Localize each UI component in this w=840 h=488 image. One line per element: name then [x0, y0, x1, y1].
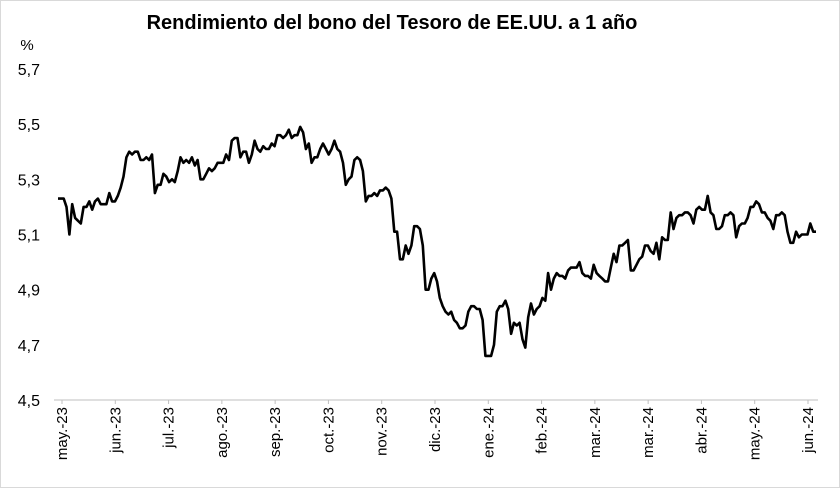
x-axis-tick-marks	[61, 400, 809, 404]
series-line	[58, 125, 816, 358]
x-tick-label: mar.-24	[587, 407, 604, 458]
y-tick-label: 4,9	[18, 283, 40, 300]
x-tick-label: jun.-24	[800, 407, 817, 454]
y-tick-label: 4,7	[18, 338, 40, 355]
x-axis-tick-labels: may.-23 jun.-23 jul.-23 ago.-23 sep.-23 oct.-…	[54, 407, 817, 460]
x-tick-label: jul.-23	[161, 407, 178, 449]
y-tick-label: 4,5	[18, 393, 40, 410]
y-axis-unit-label: %	[20, 37, 33, 54]
x-tick-label: may.-24	[747, 407, 764, 460]
chart-title: Rendimiento del bono del Tesoro de EE.UU…	[147, 12, 638, 34]
x-tick-label: may.-23	[54, 407, 71, 460]
x-tick-label: sep.-23	[267, 407, 284, 457]
y-tick-label: 5,5	[18, 117, 40, 134]
x-tick-label: abr.-24	[693, 407, 710, 454]
x-tick-label: dic.-23	[427, 407, 444, 452]
x-tick-label: mar.-24	[640, 407, 657, 458]
y-axis-tick-labels: 4,5 4,7 4,9 5,1 5,3 5,5 5,7	[18, 62, 40, 410]
x-tick-label: ago.-23	[214, 407, 231, 458]
x-tick-label: oct.-23	[320, 407, 337, 453]
x-tick-label: feb.-24	[534, 407, 551, 454]
y-tick-label: 5,1	[18, 228, 40, 245]
y-tick-label: 5,3	[18, 172, 40, 189]
x-tick-label: jun.-23	[107, 407, 124, 454]
x-tick-label: ene.-24	[480, 407, 497, 458]
x-tick-label: nov.-23	[374, 407, 391, 456]
y-tick-label: 5,7	[18, 62, 40, 79]
